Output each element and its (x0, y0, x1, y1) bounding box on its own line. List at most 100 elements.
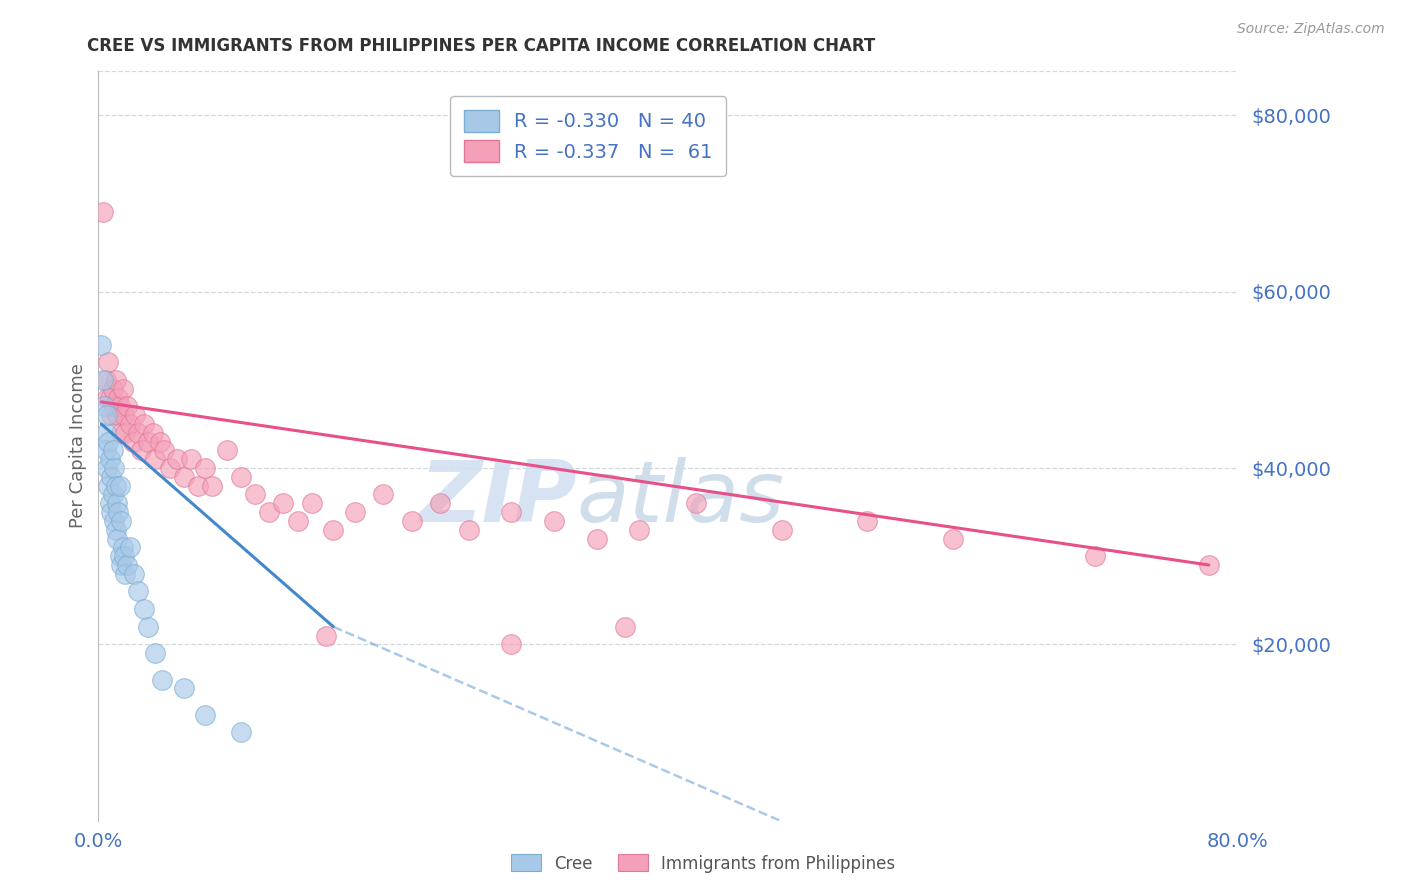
Point (107, 391, 129, 405)
Point (152, 673, 174, 687)
Point (107, 505, 129, 519)
Point (103, 514, 125, 528)
Point (194, 707, 217, 722)
Point (91, 205, 114, 219)
Point (104, 478, 127, 492)
Point (108, 549, 131, 564)
Point (215, 443, 238, 458)
Point (112, 408, 135, 422)
Point (127, 425, 149, 440)
Point (132, 602, 155, 616)
Point (104, 523, 127, 537)
Point (101, 382, 124, 396)
Text: ZIP: ZIP (419, 457, 576, 540)
Point (136, 620, 159, 634)
Point (97, 434, 120, 449)
Point (101, 487, 124, 501)
Point (103, 400, 125, 414)
Point (100, 470, 122, 484)
Point (1198, 558, 1220, 572)
Point (141, 425, 163, 440)
Point (96, 391, 118, 405)
Point (149, 434, 172, 449)
Point (114, 425, 136, 440)
Point (101, 443, 124, 458)
Point (301, 496, 323, 510)
Point (153, 443, 176, 458)
Point (401, 514, 423, 528)
Point (111, 382, 134, 396)
Point (110, 425, 132, 440)
Point (194, 461, 217, 475)
Point (110, 514, 132, 528)
Point (429, 496, 451, 510)
Point (614, 620, 637, 634)
Point (343, 505, 366, 519)
Point (103, 461, 125, 475)
Point (97, 355, 120, 369)
Point (132, 417, 155, 431)
Point (97, 478, 120, 492)
Legend: Cree, Immigrants from Philippines: Cree, Immigrants from Philippines (505, 847, 901, 880)
Point (118, 417, 141, 431)
Point (105, 496, 128, 510)
Point (100, 505, 122, 519)
Point (770, 523, 793, 537)
Point (543, 514, 565, 528)
Point (104, 373, 127, 387)
Point (585, 532, 607, 546)
Point (105, 408, 128, 422)
Point (159, 461, 181, 475)
Point (173, 681, 195, 696)
Point (628, 523, 651, 537)
Point (94, 443, 117, 458)
Point (91, 373, 114, 387)
Point (111, 541, 134, 555)
Point (93, 400, 115, 414)
Text: CREE VS IMMIGRANTS FROM PHILIPPINES PER CAPITA INCOME CORRELATION CHART: CREE VS IMMIGRANTS FROM PHILIPPINES PER … (87, 37, 876, 54)
Y-axis label: Per Capita Income: Per Capita Income (69, 364, 87, 528)
Point (100, 408, 122, 422)
Point (98, 452, 121, 467)
Point (90, 337, 112, 351)
Point (118, 541, 141, 555)
Point (114, 566, 136, 581)
Point (180, 452, 202, 467)
Point (501, 637, 523, 651)
Point (129, 443, 152, 458)
Point (1084, 549, 1107, 564)
Point (322, 523, 344, 537)
Point (121, 434, 143, 449)
Point (96, 408, 118, 422)
Point (115, 400, 138, 414)
Point (166, 452, 188, 467)
Point (136, 434, 159, 449)
Point (187, 478, 209, 492)
Point (373, 487, 395, 501)
Point (229, 725, 252, 739)
Point (685, 496, 707, 510)
Point (315, 628, 337, 642)
Point (96, 461, 118, 475)
Legend: R = -0.330   N = 40, R = -0.337   N =  61: R = -0.330 N = 40, R = -0.337 N = 61 (450, 96, 727, 176)
Point (108, 400, 131, 414)
Point (457, 523, 479, 537)
Point (229, 470, 252, 484)
Point (110, 558, 132, 572)
Point (112, 549, 135, 564)
Point (501, 505, 523, 519)
Point (98, 496, 121, 510)
Point (127, 584, 149, 599)
Point (145, 646, 167, 660)
Point (942, 532, 965, 546)
Point (201, 478, 224, 492)
Text: Source: ZipAtlas.com: Source: ZipAtlas.com (1237, 22, 1385, 37)
Point (173, 470, 195, 484)
Text: atlas: atlas (576, 457, 785, 540)
Point (145, 452, 167, 467)
Point (94, 373, 117, 387)
Point (115, 558, 138, 572)
Point (856, 514, 879, 528)
Point (105, 532, 128, 546)
Point (243, 487, 266, 501)
